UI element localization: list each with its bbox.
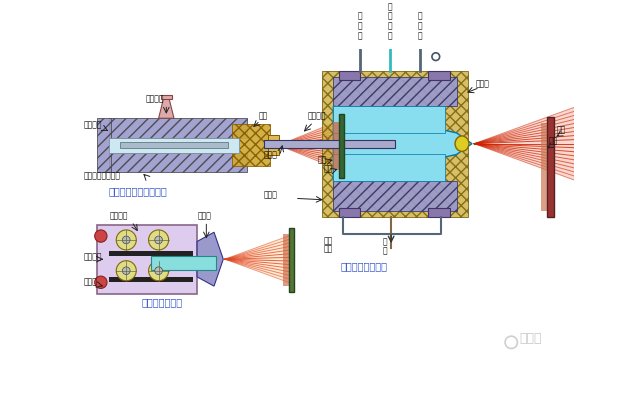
Text: 喷嘴: 喷嘴 — [259, 111, 268, 120]
Circle shape — [116, 230, 136, 250]
Circle shape — [155, 236, 163, 244]
Circle shape — [95, 276, 107, 288]
Bar — [97, 224, 197, 294]
Text: 粉末－火焰喷涂示意图: 粉末－火焰喷涂示意图 — [109, 186, 167, 196]
Text: 涂层: 涂层 — [323, 244, 333, 253]
Bar — [333, 182, 456, 211]
Bar — [333, 106, 445, 133]
Circle shape — [148, 230, 168, 250]
Text: 喷涂粉末: 喷涂粉末 — [145, 94, 164, 103]
Bar — [333, 155, 445, 182]
Bar — [232, 124, 270, 166]
Bar — [151, 256, 216, 270]
Bar — [109, 118, 247, 137]
Text: 钨电极: 钨电极 — [264, 151, 278, 160]
Text: 燃烧火焰: 燃烧火焰 — [308, 111, 326, 120]
Bar — [161, 95, 172, 99]
Text: 后枪体: 后枪体 — [264, 191, 278, 200]
Text: 金属丝: 金属丝 — [83, 277, 97, 286]
Circle shape — [122, 236, 130, 244]
Polygon shape — [225, 235, 291, 283]
Bar — [109, 277, 193, 282]
Bar — [268, 146, 280, 155]
Polygon shape — [474, 107, 575, 180]
Polygon shape — [159, 97, 174, 118]
Bar — [109, 251, 193, 256]
Bar — [109, 137, 239, 153]
Text: 前枪体: 前枪体 — [476, 79, 490, 88]
Bar — [268, 135, 280, 144]
Text: 涂层: 涂层 — [549, 137, 558, 146]
Bar — [339, 71, 360, 80]
Bar — [97, 118, 111, 172]
Text: 压缩空气: 压缩空气 — [83, 252, 102, 261]
Bar — [289, 228, 294, 291]
Bar — [339, 114, 344, 177]
Text: 送丝机构: 送丝机构 — [109, 211, 128, 220]
Bar — [339, 208, 360, 217]
Bar — [428, 208, 450, 217]
Circle shape — [116, 261, 136, 281]
Text: 涂层: 涂层 — [317, 155, 326, 164]
Text: 基体: 基体 — [557, 125, 566, 134]
Circle shape — [95, 230, 107, 242]
Text: 送粉气道: 送粉气道 — [83, 120, 102, 129]
Text: 等
离
子
气: 等 离 子 气 — [387, 2, 392, 40]
Text: 冷
却
水: 冷 却 水 — [418, 12, 422, 40]
Bar — [120, 142, 228, 148]
Text: 基体: 基体 — [323, 237, 333, 246]
Polygon shape — [279, 120, 340, 170]
Text: 电弧喷涂原理图: 电弧喷涂原理图 — [142, 297, 183, 307]
Bar — [322, 71, 468, 217]
Text: 粉
末: 粉 末 — [383, 237, 387, 256]
Bar — [284, 234, 289, 286]
Text: 等离子喷涂原理图: 等离子喷涂原理图 — [340, 261, 388, 271]
Circle shape — [122, 267, 130, 275]
Circle shape — [155, 267, 163, 275]
Circle shape — [148, 261, 168, 281]
Polygon shape — [333, 106, 472, 182]
Text: 丝导管: 丝导管 — [198, 211, 212, 220]
Bar — [333, 77, 456, 106]
Text: 基体: 基体 — [323, 164, 333, 173]
Text: 冷
却
水: 冷 却 水 — [358, 12, 363, 40]
Bar — [541, 123, 548, 211]
Ellipse shape — [455, 136, 469, 151]
Bar — [547, 117, 554, 217]
Bar — [109, 153, 247, 172]
Polygon shape — [197, 232, 223, 286]
Text: 氧－乙炔混合气道: 氧－乙炔混合气道 — [83, 171, 120, 180]
Text: 材易通: 材易通 — [519, 332, 541, 345]
Bar — [264, 140, 395, 148]
Bar — [333, 122, 340, 170]
Bar — [428, 71, 450, 80]
